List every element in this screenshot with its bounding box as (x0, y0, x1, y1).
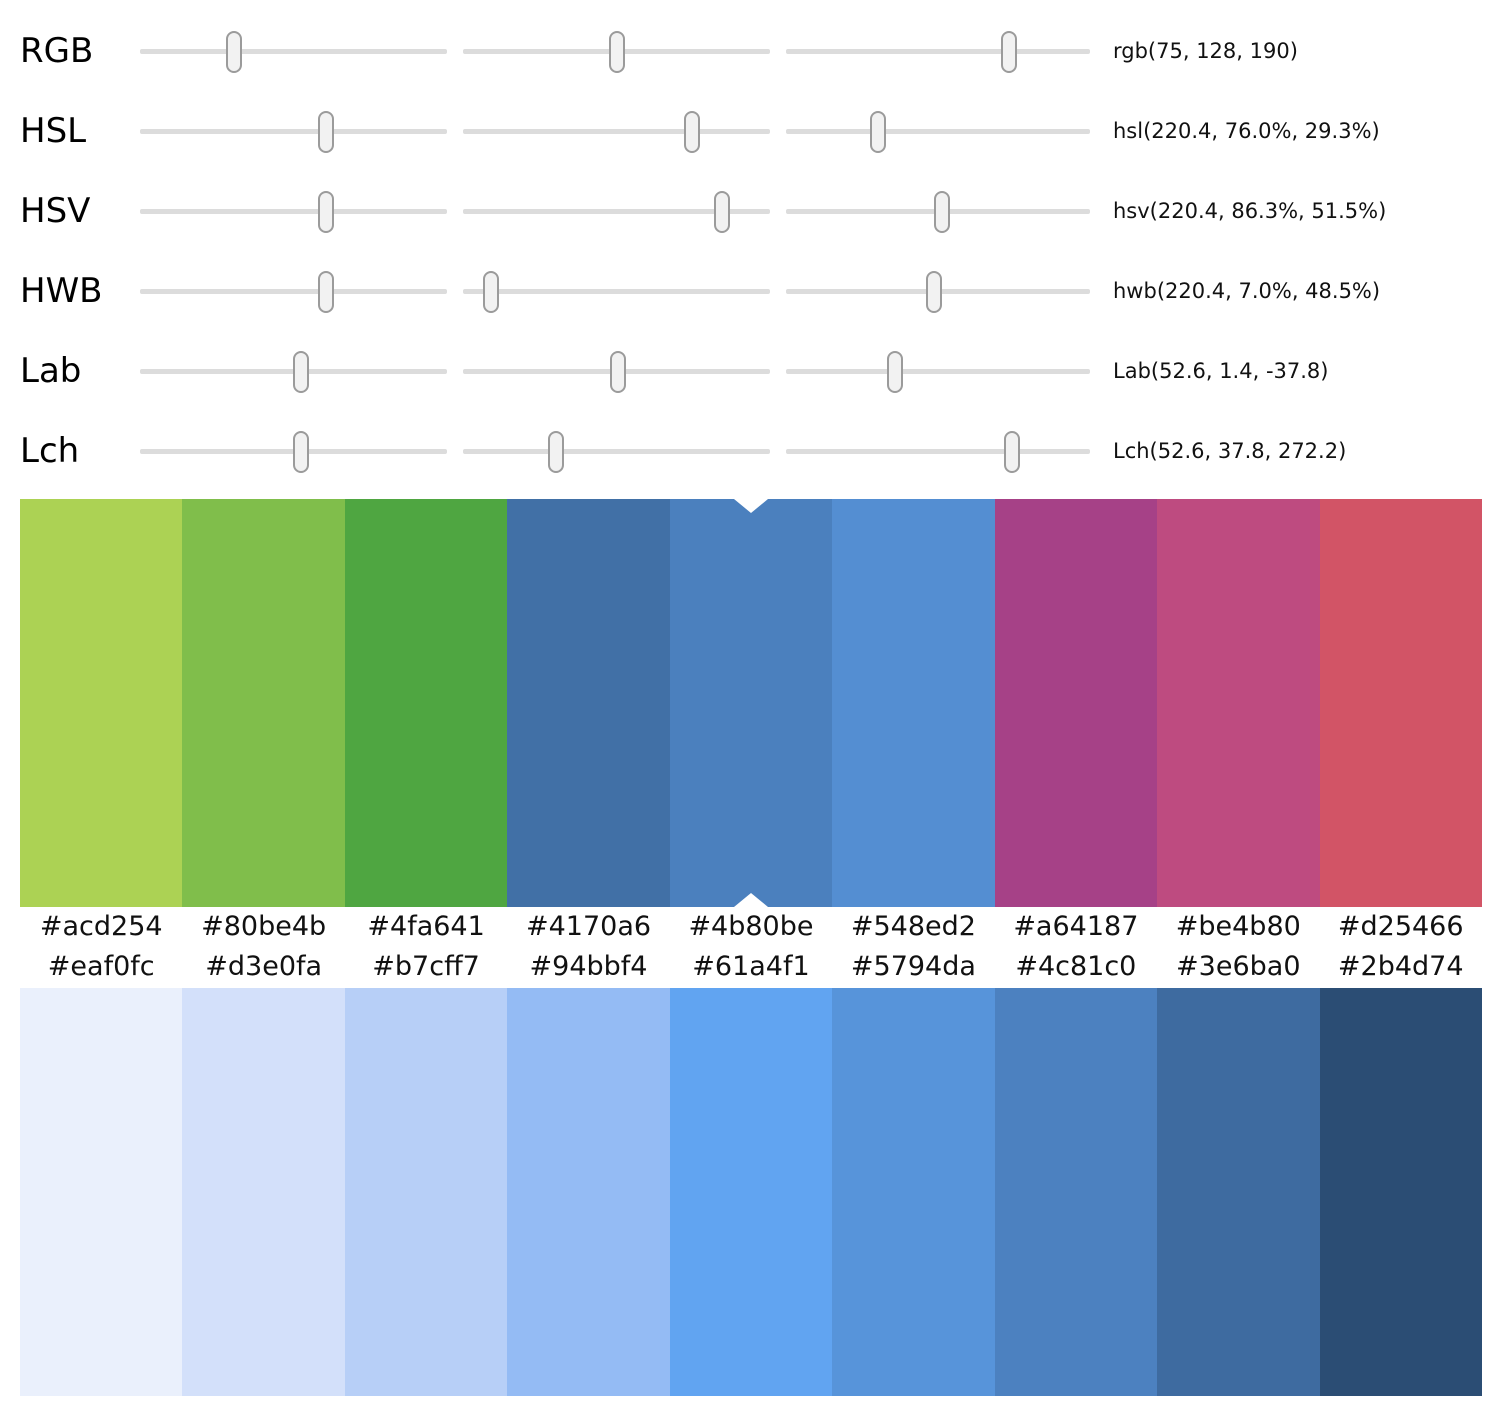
hue-swatch[interactable] (1157, 499, 1320, 907)
hex-code-label: #5794da (850, 951, 976, 982)
slider-track[interactable] (140, 191, 447, 233)
slider-thumb[interactable] (925, 271, 942, 313)
shade-palette (20, 988, 1482, 1396)
hex-code-label: #80be4b (201, 911, 327, 942)
hue-palette (20, 499, 1482, 907)
color-value-text: rgb(75, 128, 190) (1113, 39, 1298, 63)
hex-code-label: #4c81c0 (1015, 951, 1137, 982)
hex-code-label: #eaf0fc (47, 951, 155, 982)
slider-thumb[interactable] (293, 431, 310, 473)
slider-thumb[interactable] (684, 111, 701, 153)
hue-swatch[interactable] (669, 499, 833, 907)
slider-track[interactable] (140, 351, 447, 393)
slider-row-hwb: HWB hwb(220.4, 7.0%, 48.5%) (0, 251, 1501, 331)
slider-track[interactable] (140, 431, 447, 473)
slider-track[interactable] (786, 351, 1090, 393)
slider-thumb[interactable] (318, 191, 335, 233)
slider-row-lab: Lab Lab(52.6, 1.4, -37.8) (0, 331, 1501, 411)
slider-track[interactable] (786, 31, 1090, 73)
slider-track[interactable] (463, 351, 770, 393)
hex-code-label: #b7cff7 (372, 951, 480, 982)
slider-thumb[interactable] (293, 351, 310, 393)
color-value-text: hsv(220.4, 86.3%, 51.5%) (1113, 199, 1387, 223)
shade-swatch[interactable] (832, 988, 995, 1396)
slider-track[interactable] (463, 31, 770, 73)
slider-thumb[interactable] (934, 191, 951, 233)
shade-swatch[interactable] (507, 988, 670, 1396)
slider-track[interactable] (463, 191, 770, 233)
slider-track[interactable] (786, 271, 1090, 313)
shade-swatch[interactable] (1319, 988, 1482, 1396)
slider-thumb[interactable] (547, 431, 564, 473)
slider-row-hsv: HSV hsv(220.4, 86.3%, 51.5%) (0, 171, 1501, 251)
hue-swatch[interactable] (1319, 499, 1482, 907)
slider-row-lch: Lch Lch(52.6, 37.8, 272.2) (0, 411, 1501, 491)
hex-code-label: #4170a6 (526, 911, 652, 942)
shade-palette-hex-labels: #eaf0fc #d3e0fa #b7cff7 #94bbf4 #61a4f1 #5794… (20, 947, 1482, 988)
hue-swatch[interactable] (832, 499, 995, 907)
slider-thumb[interactable] (1003, 431, 1020, 473)
color-value-text: Lab(52.6, 1.4, -37.8) (1113, 359, 1329, 383)
hex-code-label: #4b80be (688, 911, 814, 942)
hue-swatch[interactable] (344, 499, 508, 907)
hue-swatch[interactable] (182, 499, 345, 907)
slider-track[interactable] (463, 431, 770, 473)
slider-track[interactable] (786, 191, 1090, 233)
color-value-text: Lch(52.6, 37.8, 272.2) (1113, 439, 1347, 463)
slider-row-label: HSV (20, 191, 91, 231)
slider-thumb[interactable] (1000, 31, 1017, 73)
shade-swatch[interactable] (669, 988, 833, 1396)
hex-code-label: #acd254 (39, 911, 163, 942)
slider-track[interactable] (140, 271, 447, 313)
hex-code-label: #61a4f1 (692, 951, 810, 982)
shade-swatch[interactable] (182, 988, 345, 1396)
slider-track[interactable] (140, 111, 447, 153)
slider-track[interactable] (140, 31, 447, 73)
shade-swatch[interactable] (994, 988, 1158, 1396)
slider-row-label: Lab (20, 351, 82, 391)
hex-code-label: #4fa641 (367, 911, 485, 942)
color-value-text: hsl(220.4, 76.0%, 29.3%) (1113, 119, 1380, 143)
slider-row-label: RGB (20, 31, 94, 71)
hex-code-label: #be4b80 (1175, 911, 1301, 942)
slider-thumb[interactable] (609, 31, 626, 73)
slider-row-label: HWB (20, 271, 103, 311)
color-sliders-section: RGB rgb(75, 128, 190) HSL hsl(220.4, 76.0%,… (0, 11, 1501, 491)
hex-code-label: #d25466 (1337, 911, 1464, 942)
slider-thumb[interactable] (887, 351, 904, 393)
slider-thumb[interactable] (225, 31, 242, 73)
hue-swatch[interactable] (20, 499, 183, 907)
hue-swatch[interactable] (994, 499, 1158, 907)
hex-code-label: #2b4d74 (1337, 951, 1464, 982)
selected-swatch-notch-top-icon (733, 499, 768, 513)
slider-thumb[interactable] (714, 191, 731, 233)
slider-track[interactable] (463, 111, 770, 153)
hex-code-label: #d3e0fa (205, 951, 323, 982)
slider-thumb[interactable] (609, 351, 626, 393)
hue-palette-hex-labels: #acd254 #80be4b #4fa641 #4170a6 #4b80be #548e… (20, 907, 1482, 947)
shade-swatch[interactable] (344, 988, 508, 1396)
color-value-text: hwb(220.4, 7.0%, 48.5%) (1113, 279, 1381, 303)
selected-swatch-notch-bottom-icon (733, 893, 768, 907)
shade-swatch[interactable] (20, 988, 183, 1396)
hex-code-label: #548ed2 (850, 911, 976, 942)
slider-thumb[interactable] (483, 271, 500, 313)
hue-swatch[interactable] (507, 499, 670, 907)
slider-track[interactable] (786, 431, 1090, 473)
slider-thumb[interactable] (318, 271, 335, 313)
slider-track[interactable] (463, 271, 770, 313)
hex-code-label: #a64187 (1013, 911, 1139, 942)
hex-code-label: #94bbf4 (529, 951, 648, 982)
slider-row-rgb: RGB rgb(75, 128, 190) (0, 11, 1501, 91)
shade-swatch[interactable] (1157, 988, 1320, 1396)
slider-track[interactable] (786, 111, 1090, 153)
slider-thumb[interactable] (318, 111, 335, 153)
hex-code-label: #3e6ba0 (1176, 951, 1301, 982)
slider-row-hsl: HSL hsl(220.4, 76.0%, 29.3%) (0, 91, 1501, 171)
slider-row-label: Lch (20, 431, 80, 471)
slider-row-label: HSL (20, 111, 87, 151)
slider-thumb[interactable] (870, 111, 887, 153)
